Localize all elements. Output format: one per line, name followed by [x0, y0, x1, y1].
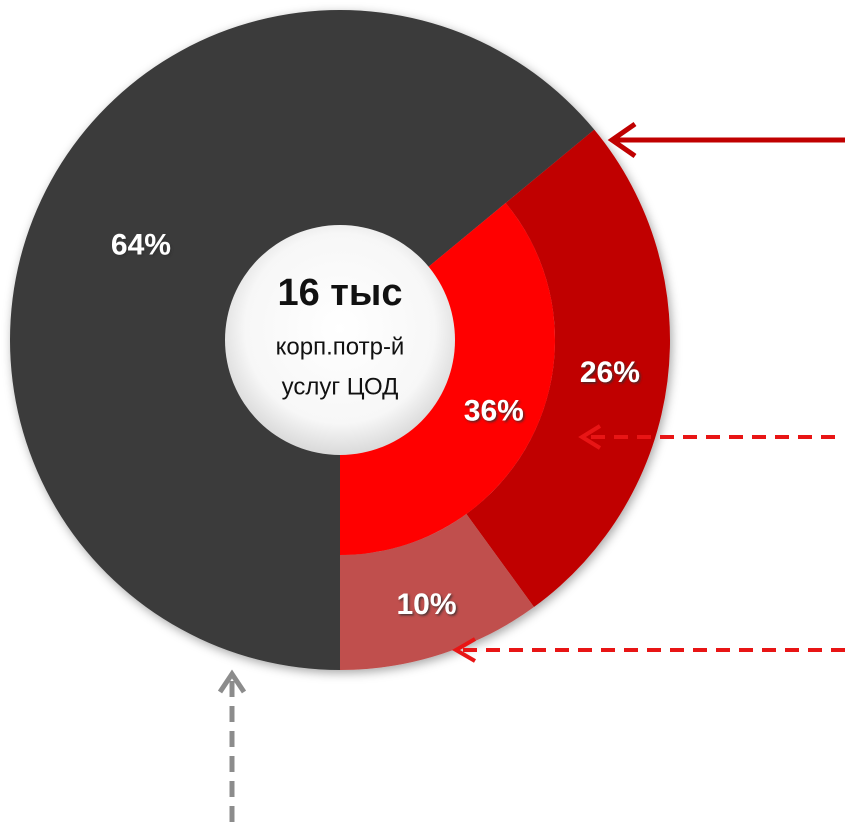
slice-label: 64% [111, 228, 171, 261]
arrow-dashed [452, 637, 845, 663]
slice-label: 26% [580, 356, 640, 389]
center-text: услуг ЦОД [282, 373, 399, 400]
slice-label: 10% [397, 588, 457, 621]
center-title: 16 тыс [277, 272, 402, 314]
center-hole [225, 225, 455, 455]
slice [466, 129, 670, 607]
slice-label: 36% [464, 394, 524, 427]
labels: 64% 26% 10% 36% [111, 228, 640, 621]
arrow-gray [217, 669, 247, 822]
center-text: корп.потр-й [276, 333, 405, 360]
arrow-solid [607, 121, 845, 159]
slice [340, 513, 534, 670]
arrow-dashed [578, 424, 835, 450]
